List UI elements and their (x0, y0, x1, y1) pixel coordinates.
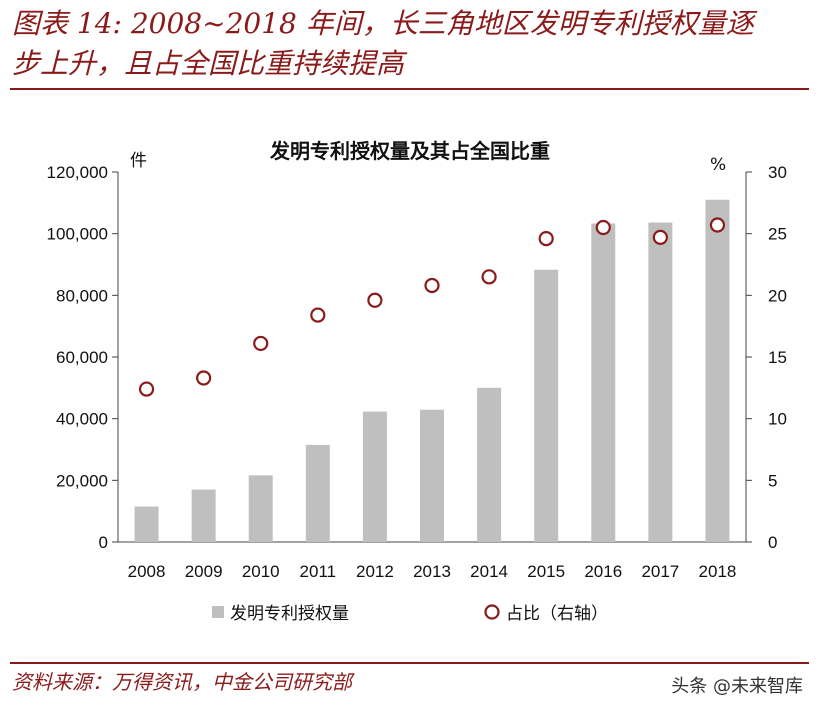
left-tick-label: 80,000 (56, 286, 108, 305)
ratio-point-2009 (196, 370, 212, 386)
x-tick-label: 2018 (699, 562, 737, 581)
left-axis-unit: 件 (130, 151, 147, 171)
x-tick-label: 2009 (185, 562, 223, 581)
bar-2012 (362, 411, 387, 542)
bar-2011 (305, 444, 330, 542)
ratio-point-2013 (424, 277, 440, 294)
source-note: 资料来源：万得资讯，中金公司研究部 (12, 670, 352, 694)
bar-2008 (134, 506, 159, 542)
x-axis-ticks: 2008 2009 2010 2011 2012 2013 2014 2015 2016 2017… (128, 562, 737, 581)
left-axis-ticks: 0 20,000 40,000 60,000 80,000 100,000 120,000 (47, 163, 118, 552)
bar-2009 (191, 489, 216, 542)
bar-2013 (420, 409, 444, 542)
x-tick-label: 2013 (413, 562, 451, 581)
right-tick-label: 10 (768, 410, 787, 429)
ratio-series (138, 217, 726, 397)
ratio-point-2010 (253, 335, 269, 352)
legend-marker-label: 占比（右轴） (506, 604, 608, 624)
x-tick-label: 2016 (584, 562, 622, 581)
ratio-point-2018 (709, 217, 726, 233)
bar-2010 (248, 475, 273, 542)
right-tick-label: 15 (768, 348, 787, 367)
left-tick-label: 40,000 (56, 410, 108, 429)
bar-2015 (534, 269, 559, 542)
x-tick-label: 2012 (356, 562, 394, 581)
left-tick-label: 60,000 (56, 348, 108, 367)
ratio-point-2017 (652, 229, 668, 245)
ratio-point-2014 (481, 269, 497, 285)
right-tick-label: 25 (768, 225, 787, 244)
right-axis-unit: % (710, 155, 726, 175)
ratio-point-2016 (595, 219, 611, 236)
left-tick-label: 20,000 (56, 471, 108, 490)
right-tick-label: 20 (768, 286, 787, 305)
watermark: 头条 @未来智库 (671, 676, 803, 697)
left-tick-label: 0 (99, 533, 108, 552)
left-tick-label: 100,000 (47, 225, 108, 244)
title-divider (10, 88, 809, 90)
bar-2016 (591, 223, 616, 542)
figure-title-line2: 步上升，且占全国比重持续提高 (12, 47, 405, 80)
right-tick-label: 5 (768, 471, 777, 490)
x-tick-label: 2015 (527, 562, 565, 581)
figure-title-line1: 图表 14: 2008~2018 年间，长三角地区发明专利授权量逐 (12, 7, 754, 40)
ratio-point-2011 (310, 307, 326, 323)
right-tick-label: 0 (768, 533, 777, 552)
x-tick-label: 2008 (128, 562, 166, 581)
footer-divider (10, 662, 809, 664)
x-tick-label: 2010 (242, 562, 280, 581)
x-tick-label: 2017 (641, 562, 679, 581)
chart-title: 发明专利授权量及其占全国比重 (269, 139, 550, 163)
ratio-point-2015 (538, 231, 554, 247)
legend: 发明专利授权量 占比（右轴） (212, 604, 608, 624)
figure-title: 图表 14: 2008~2018 年间，长三角地区发明专利授权量逐 步上升，且占… (12, 4, 812, 84)
bar-2018 (705, 199, 730, 542)
legend-marker-swatch (484, 604, 500, 620)
legend-bar-swatch (212, 606, 224, 618)
x-tick-label: 2014 (470, 562, 508, 581)
x-tick-label: 2011 (300, 562, 337, 581)
legend-bar-label: 发明专利授权量 (230, 604, 349, 624)
ratio-point-2012 (367, 292, 383, 308)
bar-2014 (477, 387, 502, 542)
bar-series (134, 199, 730, 543)
right-tick-label: 30 (768, 163, 787, 182)
right-axis-ticks: 0 5 10 15 20 25 30 (746, 163, 787, 552)
left-tick-label: 120,000 (47, 163, 108, 182)
ratio-point-2008 (138, 381, 155, 397)
bar-2017 (648, 222, 673, 543)
